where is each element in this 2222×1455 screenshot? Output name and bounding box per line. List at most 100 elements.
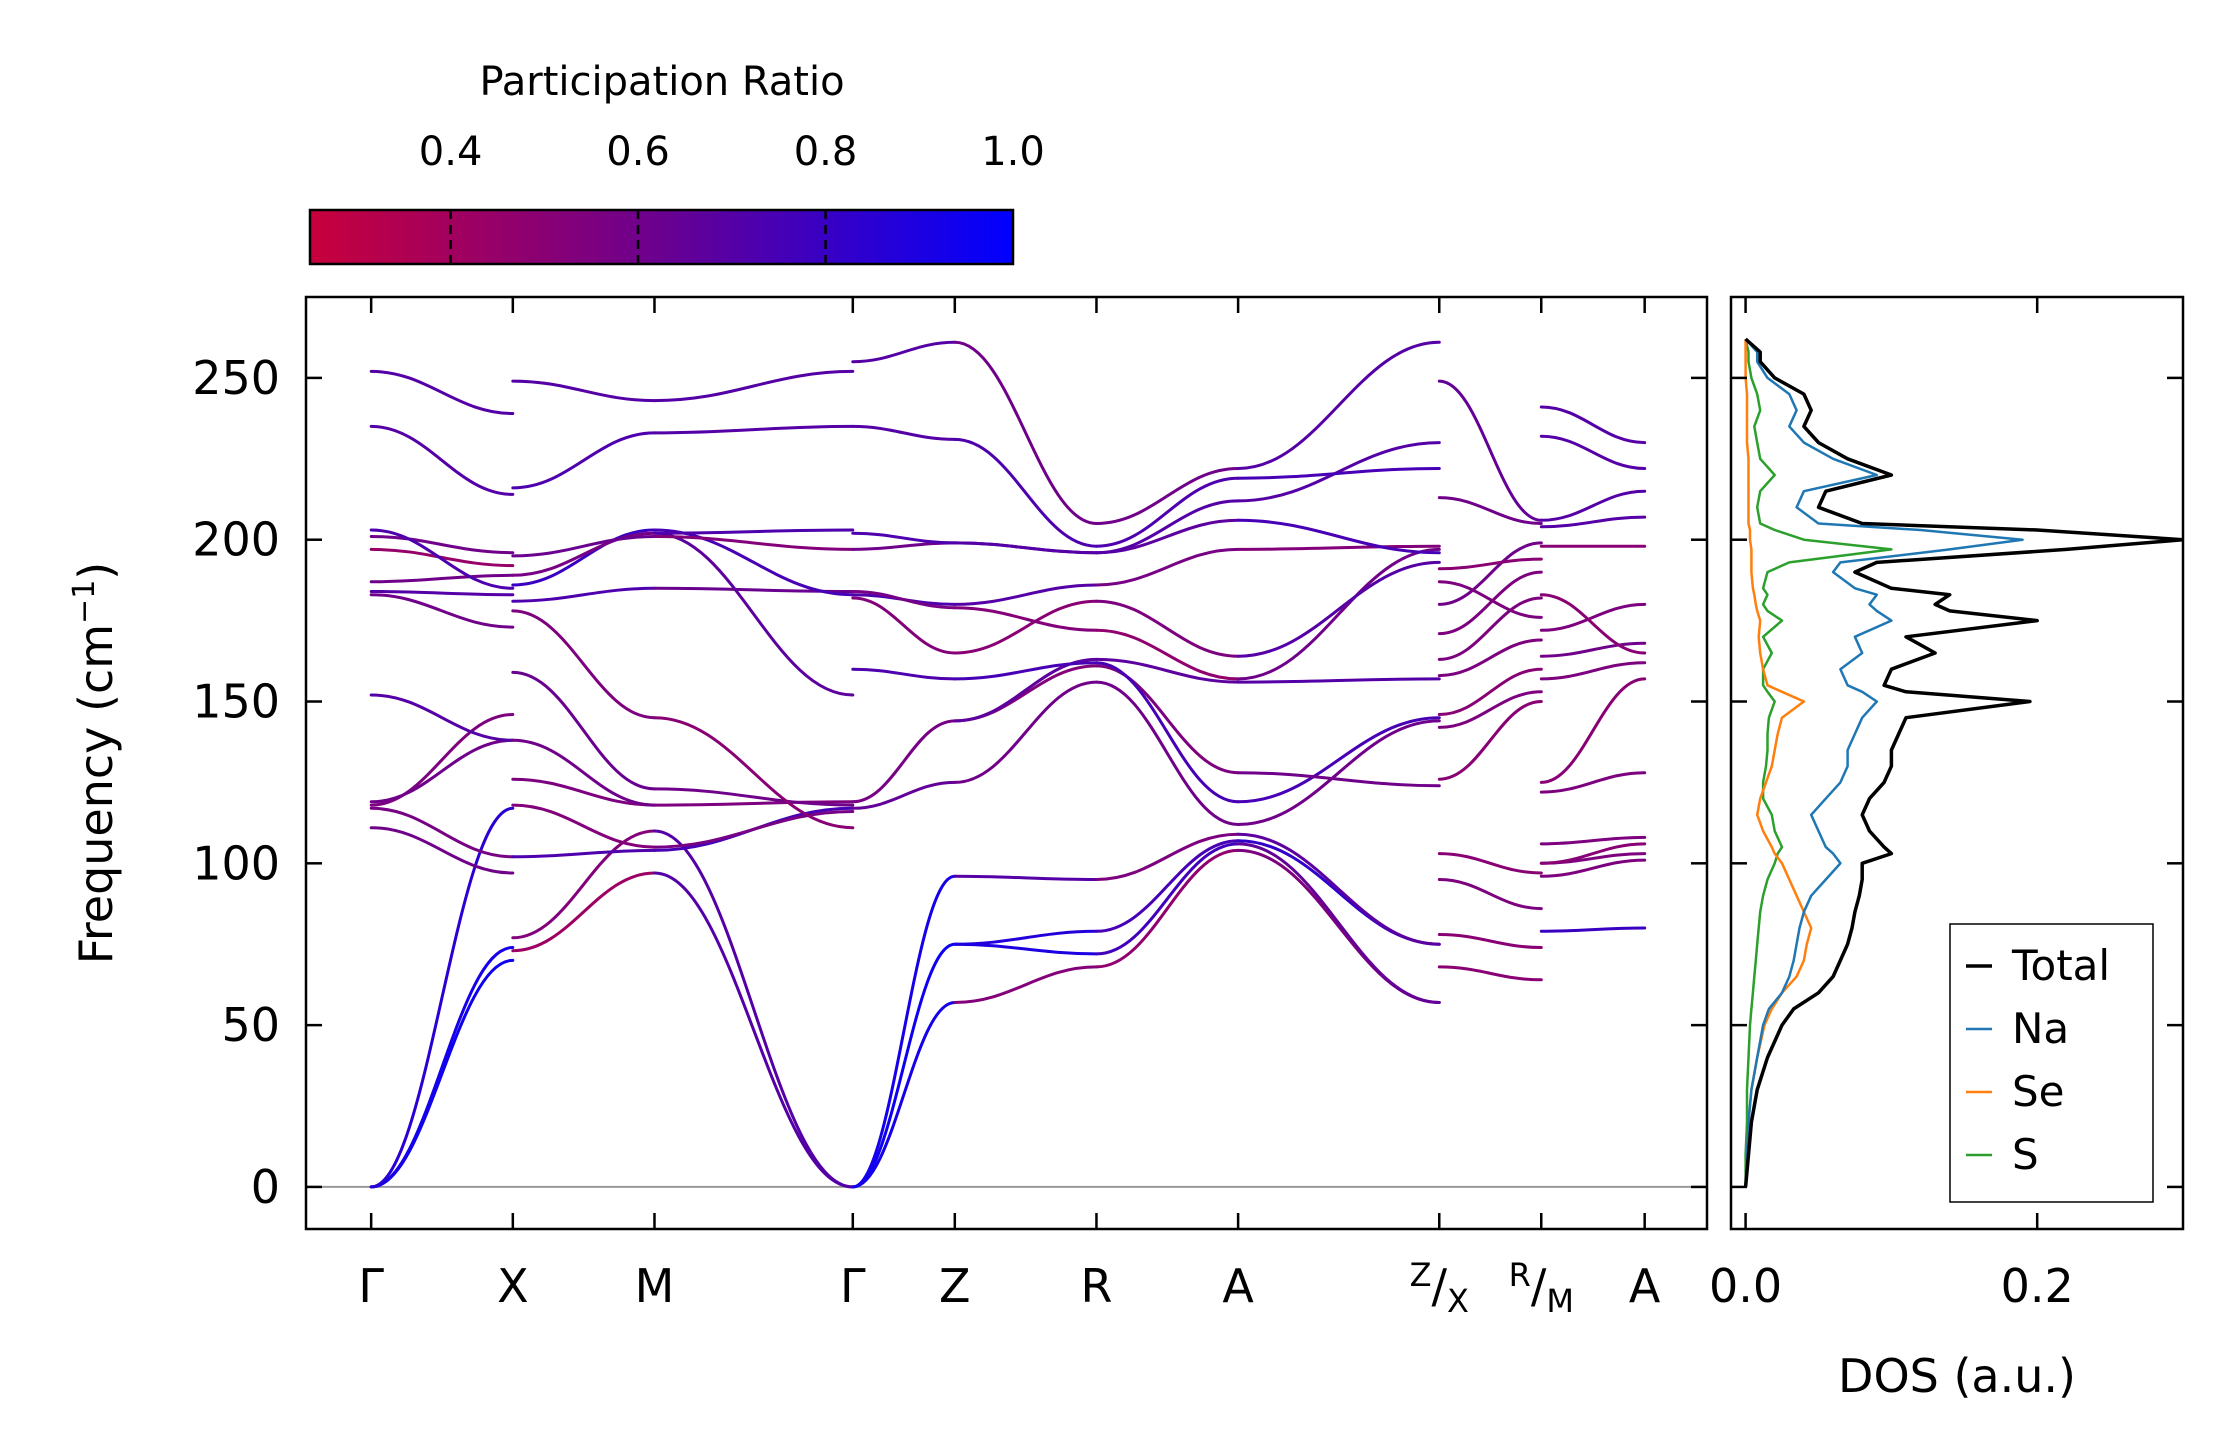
- phonon-band: [653, 810, 855, 849]
- k-point-label-pre: R: [1509, 1256, 1531, 1294]
- legend-label: S: [2012, 1130, 2039, 1179]
- phonon-band: [851, 340, 957, 364]
- phonon-band: [369, 535, 515, 555]
- phonon-band: [511, 848, 656, 859]
- phonon-band: [1539, 602, 1647, 632]
- colorbar-ticks: 0.4 0.6 0.8 1.0: [419, 129, 1045, 264]
- dos-series-total: [1743, 337, 2183, 1188]
- k-point-label-sub: M: [1546, 1282, 1574, 1320]
- phonon-band: [851, 1001, 957, 1189]
- phonon-band: [851, 541, 957, 551]
- phonon-band: [1095, 628, 1240, 681]
- phonon-band: [511, 586, 656, 603]
- colorbar-tick-label: 0.6: [606, 129, 670, 175]
- phonon-band: [953, 874, 1098, 881]
- phonon-band: [511, 379, 656, 403]
- phonon-band: [511, 609, 656, 720]
- y-axis-label-main: Frequency (cm: [69, 624, 123, 964]
- k-point-label-slash: /: [1432, 1259, 1448, 1313]
- phonon-band: [1437, 700, 1543, 781]
- phonon-band: [653, 369, 855, 403]
- phonon-band: [1236, 544, 1441, 551]
- phonon-band: [1095, 599, 1240, 658]
- y-tick-label: 0: [251, 1160, 280, 1214]
- phonon-band: [511, 803, 656, 849]
- phonon-band: [369, 946, 515, 1189]
- phonon-band: [1539, 489, 1647, 522]
- k-point-label: X: [497, 1259, 529, 1313]
- phonon-band: [851, 942, 957, 1189]
- phonon-band: [653, 829, 855, 1189]
- colorbar: Participation Ratio 0.4 0.6 0.8 1.0: [308, 59, 1045, 266]
- phonon-band: [1236, 547, 1441, 681]
- phonon-band: [653, 528, 855, 535]
- phonon-band: [1437, 690, 1543, 729]
- k-point-label: Z: [939, 1259, 971, 1313]
- phonon-band: [1236, 441, 1441, 503]
- phonon-band: [653, 531, 855, 697]
- phonon-band: [653, 787, 855, 807]
- phonon-band: [1236, 716, 1441, 804]
- phonon-band: [1236, 771, 1441, 788]
- colorbar-gradient: [308, 208, 1015, 266]
- k-point-label: R: [1080, 1259, 1112, 1313]
- phonon-band: [953, 541, 1098, 555]
- dos-plot-ticks: 0.0 0.2: [1709, 297, 2183, 1313]
- phonon-band: [1539, 835, 1647, 846]
- phonon-band: [1539, 771, 1647, 794]
- dos-series-s: [1744, 338, 1893, 1187]
- phonon-band: [1095, 664, 1240, 775]
- k-point-label-sub: X: [1447, 1282, 1469, 1320]
- k-point-label: Γ: [840, 1259, 866, 1313]
- band-plot-frame: [304, 295, 1709, 1231]
- phonon-band: [953, 942, 1098, 956]
- phonon-band: [1539, 405, 1647, 445]
- phonon-band: [1095, 467, 1240, 525]
- band-lines: [306, 340, 1707, 1189]
- dos-series-na: [1744, 338, 2024, 1187]
- phonon-band: [1095, 848, 1240, 969]
- k-point-label: R/M: [1509, 1256, 1574, 1320]
- dos-x-axis-label: DOS (a.u.): [1838, 1349, 2076, 1403]
- phonon-band: [1236, 842, 1441, 1004]
- phonon-band: [1095, 680, 1240, 826]
- phonon-band: [369, 424, 515, 496]
- phonon-band: [511, 829, 656, 940]
- y-tick-label: 100: [192, 836, 280, 890]
- phonon-band: [369, 806, 515, 859]
- phonon-band: [653, 871, 855, 1189]
- phonon-band: [1095, 832, 1240, 881]
- phonon-band: [1236, 677, 1441, 684]
- dos-legend: Total Na Se S: [1949, 923, 2154, 1203]
- dos-plot: 0.0 0.2 DOS (a.u.) Total Na Se S: [1709, 295, 2185, 1403]
- phonon-band: [511, 535, 656, 558]
- phonon-band: [1539, 926, 1647, 933]
- phonon-band: [1095, 842, 1240, 956]
- phonon-band: [653, 535, 855, 551]
- phonon-band: [1437, 878, 1543, 911]
- phonon-band: [1236, 832, 1441, 946]
- phonon-band: [369, 369, 515, 415]
- phonon-band: [1539, 593, 1647, 655]
- k-point-label: A: [1222, 1259, 1254, 1313]
- y-tick-label: 50: [221, 998, 280, 1052]
- phonon-band: [953, 965, 1098, 1004]
- k-point-label: M: [635, 1259, 675, 1313]
- legend-label: Se: [2012, 1067, 2065, 1116]
- phonon-band: [1095, 657, 1240, 684]
- phonon-band: [851, 590, 957, 610]
- phonon-band: [851, 719, 957, 804]
- colorbar-title: Participation Ratio: [479, 59, 844, 105]
- colorbar-tick-label: 0.8: [794, 129, 858, 175]
- phonon-band: [953, 583, 1098, 606]
- phonon-band: [953, 437, 1098, 548]
- phonon-band: [953, 599, 1098, 655]
- phonon-band: [851, 596, 957, 655]
- phonon-band: [1437, 638, 1543, 678]
- phonon-band: [1095, 839, 1240, 933]
- phonon-band: [1539, 661, 1647, 681]
- dos-series-se: [1744, 339, 1813, 1187]
